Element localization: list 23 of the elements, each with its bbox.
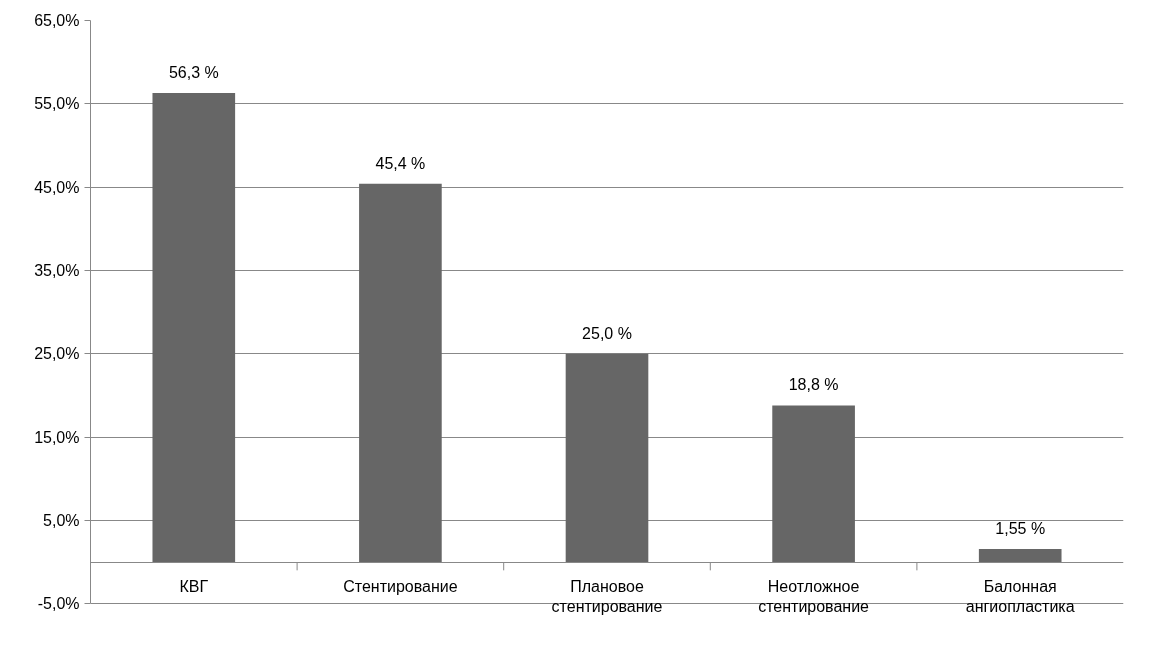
x-tick-label: Неотложное стентирование (758, 578, 870, 616)
bar (359, 183, 442, 563)
y-tick-label: 5,0% (43, 511, 80, 529)
y-tick-label: 15,0% (34, 428, 80, 446)
bar (772, 405, 855, 563)
bar (978, 549, 1062, 563)
data-label: 1,55 % (995, 520, 1046, 538)
bar (152, 92, 236, 563)
x-tick-label: КВГ (179, 578, 209, 596)
x-tick-label: Стентирование (343, 578, 458, 596)
y-tick-label: -5,0% (37, 595, 80, 613)
data-label: 18,8 % (788, 376, 839, 394)
x-tick-label: Плановое стентирование (551, 578, 663, 616)
y-tick-label: 55,0% (34, 95, 80, 113)
bar (565, 353, 649, 563)
y-tick-label: 25,0% (34, 345, 80, 363)
data-label: 56,3 % (168, 63, 219, 81)
y-tick-label: 35,0% (34, 261, 80, 279)
data-label: 45,4 % (375, 154, 426, 172)
y-tick-label: 65,0% (34, 12, 80, 29)
data-label: 25,0 % (582, 324, 632, 342)
y-tick-label: 45,0% (34, 178, 80, 196)
x-tick-label: Балонная ангиопластика (965, 578, 1075, 616)
